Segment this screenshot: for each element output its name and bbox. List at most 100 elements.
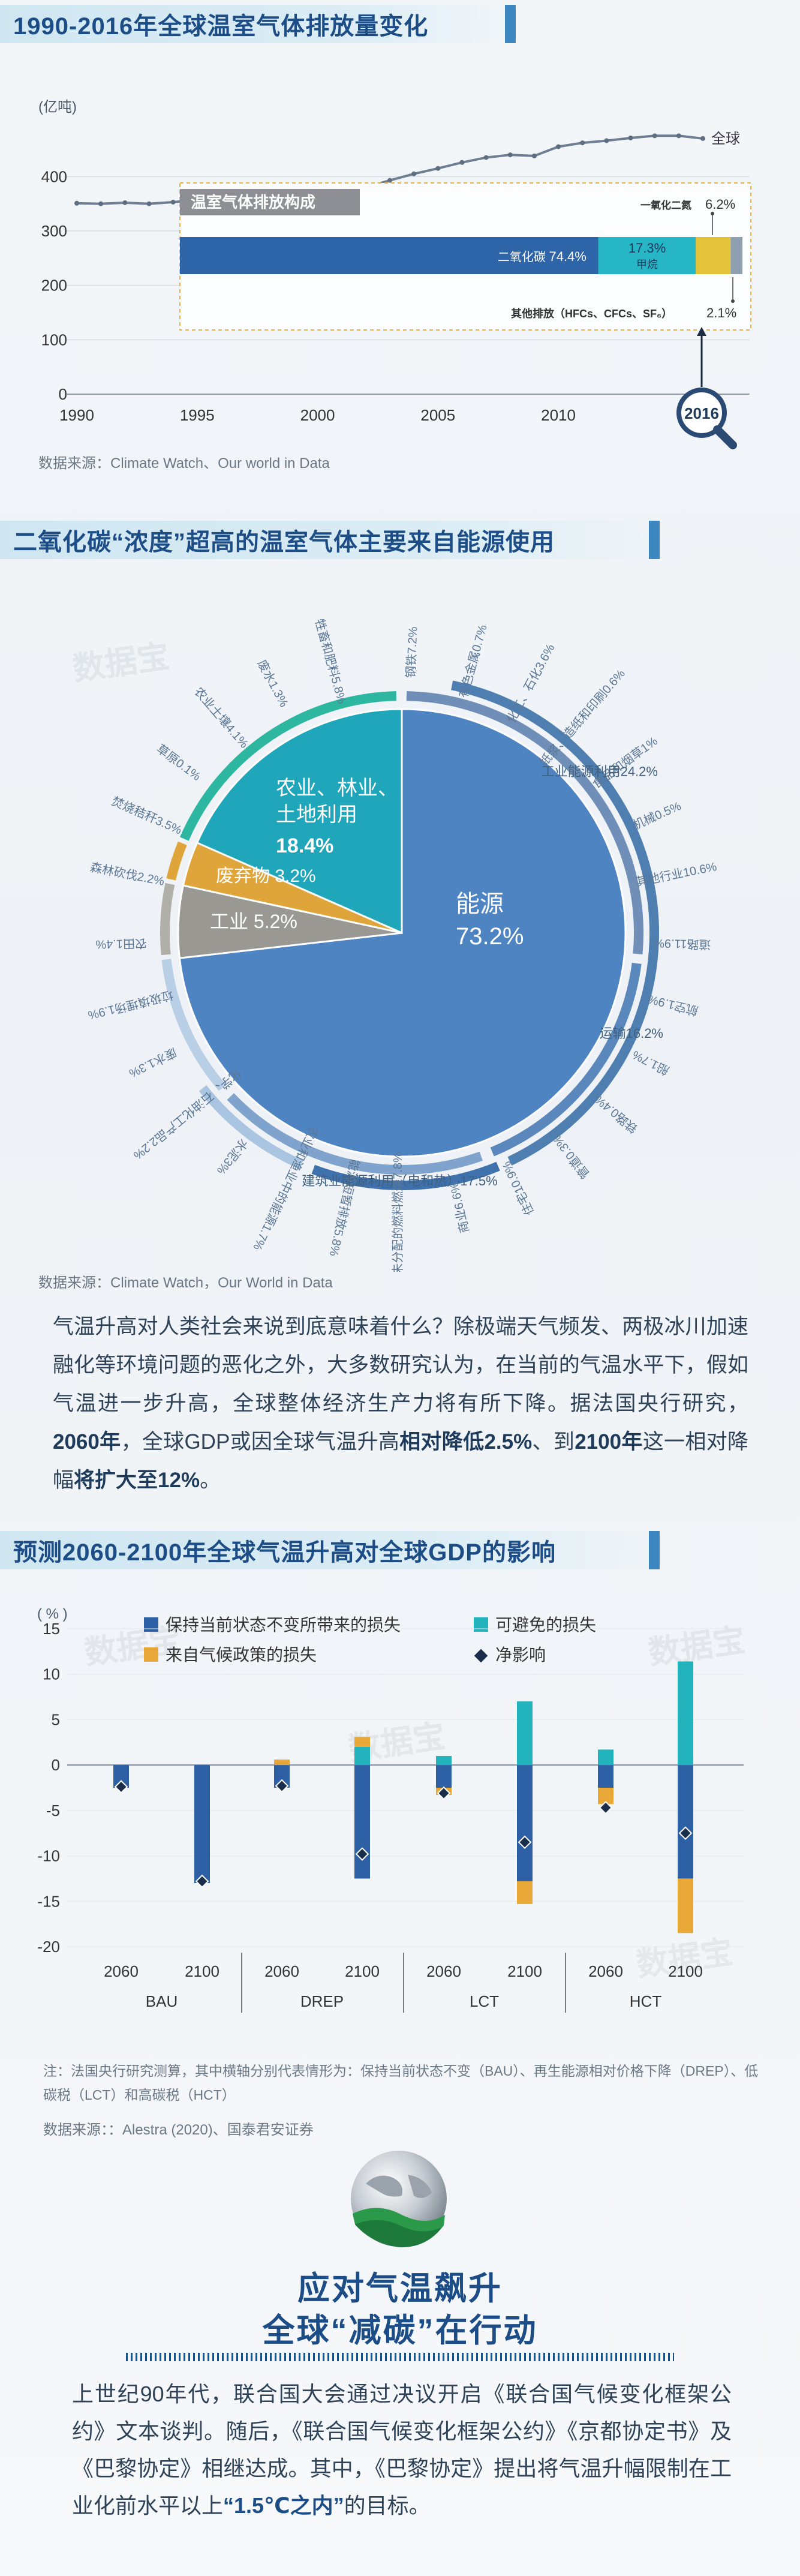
pie-mid-label: 建筑业能源利用（电和热）17.5% <box>302 1173 497 1188</box>
pie-outer-label: 废水1.3% <box>254 657 291 709</box>
pie-outer-label: 道路11.9% <box>654 936 711 951</box>
bar-current-loss <box>678 1765 693 1879</box>
x-tick-label: 1995 <box>180 406 215 424</box>
section2-source: 数据来源：Climate Watch，Our World in Data <box>38 1275 333 1291</box>
pie-slice <box>196 708 403 935</box>
bar-y-tick: -15 <box>37 1892 60 1910</box>
data-point <box>483 155 489 160</box>
impact-paragraph: 气温升高对人类社会来说到底意味着什么？除极端天气频发、两极冰川加速融化等环境问题… <box>53 1308 748 1500</box>
legend-marker <box>474 1649 488 1663</box>
bar-policy-loss <box>517 1881 533 1904</box>
legend-label: 净影响 <box>495 1646 546 1664</box>
bar-avoidable <box>436 1756 452 1766</box>
pie-outer-label: 钢铁7.2% <box>404 626 420 678</box>
bar-y-tick: 15 <box>43 1620 60 1638</box>
pie-ring-band <box>166 841 187 881</box>
magnifier-icon: 2016 <box>676 327 737 449</box>
data-point <box>170 199 176 205</box>
pie-outer-label: 废水1.3% <box>127 1045 179 1080</box>
y-tick-label: 400 <box>41 167 67 185</box>
bar-avoidable <box>598 1749 613 1766</box>
emissions-line-chart: (亿吨) 0 100 200 300 400 1990 1995 2000 2005 2010 20… <box>38 99 751 449</box>
x-tick-label: 2000 <box>300 406 335 424</box>
other-leader-dot <box>731 299 735 303</box>
header-accent <box>649 521 660 559</box>
decorative-divider <box>126 2353 674 2361</box>
bar-avoidable <box>354 1746 370 1766</box>
section4-paragraph: 上世纪90年代，联合国大会通过决议开启《联合国气候变化框架公约》文本谈判。随后，… <box>72 2376 732 2524</box>
bar-y-tick: -5 <box>46 1802 60 1820</box>
pie-mid-label: 工业能源利用24.2% <box>542 764 658 779</box>
bar-x-year: 2100 <box>507 1962 542 1980</box>
bar-current-loss <box>517 1765 533 1881</box>
y-tick-label: 300 <box>41 222 67 240</box>
pie-mid-label: 运输16.2% <box>600 1026 663 1041</box>
pie-outer-label: 水泥3% <box>214 1136 251 1178</box>
section3-source: 数据来源：：Alestra (2020)、国泰君安证券 <box>43 2122 314 2138</box>
pie-slice-label: 废弃物 3.2% <box>216 866 316 886</box>
data-point <box>507 152 513 158</box>
para-text: ，全球GDP或因全球气温升高 <box>121 1430 400 1454</box>
emissions-source-pie: 能源 73.2% 工业 5.2% 废弃物 3.2% 农业、林业、土地利用 18.4% 钢铁7… <box>86 617 718 1272</box>
bar-y-tick: 5 <box>52 1710 60 1728</box>
net-impact-marker <box>195 1874 209 1889</box>
bar-current-loss <box>354 1765 370 1879</box>
net-impact-marker <box>678 1826 693 1841</box>
para-bold-2100: 2100年 <box>575 1430 643 1454</box>
pie-ring-band <box>227 1093 483 1175</box>
x-tick-label: 2010 <box>541 406 576 424</box>
bar-y-tick: 0 <box>52 1756 60 1774</box>
bar-y-tick: -20 <box>37 1938 60 1956</box>
pie-outer-label: 垃圾填埋场1.9% <box>86 987 175 1022</box>
composition-segment <box>598 237 696 274</box>
y-tick-label: 100 <box>41 331 67 349</box>
net-impact-marker <box>518 1835 532 1850</box>
legend-swatch <box>144 1647 158 1662</box>
composition-segment <box>180 237 599 274</box>
pie-slice-label: 能源 <box>456 891 504 917</box>
para-text: 上世纪90年代，联合国大会通过决议开启《联合国气候变化框架公约》文本谈判。随后，… <box>72 2382 732 2518</box>
pie-outer-label: 农田1.4% <box>95 936 147 951</box>
pie-ring-band <box>180 691 397 841</box>
legend-label: 保持当前状态不变所带来的损失 <box>166 1616 401 1634</box>
data-point <box>122 200 128 205</box>
y-axis-unit: (亿吨) <box>38 99 77 115</box>
bar-current-loss <box>194 1765 210 1883</box>
legend-label: 来自气候政策的损失 <box>166 1646 317 1664</box>
section4-title-line2: 全球“减碳”在行动 <box>262 2313 538 2349</box>
bar-x-year: 2060 <box>426 1962 461 1980</box>
x-tick-label: 1990 <box>59 406 94 424</box>
bar-policy-loss <box>274 1760 290 1766</box>
section4-title-line1: 应对气温飙升 <box>297 2271 503 2307</box>
data-point <box>435 166 441 171</box>
pie-slice-label: 土地利用 <box>276 803 357 826</box>
data-point <box>652 133 657 139</box>
net-impact-marker <box>355 1847 369 1861</box>
pie-outer-label: 草原0.1% <box>154 742 204 784</box>
n2o-label: 一氧化二氮 <box>640 199 691 211</box>
pie-outer-label: 住宅10.9% <box>500 1159 537 1217</box>
bar-x-year: 2060 <box>588 1962 623 1980</box>
pie-outer-label: 船1.7% <box>630 1047 671 1077</box>
composition-segment <box>696 237 731 274</box>
bar-x-year: 2100 <box>668 1962 703 1980</box>
pie-slice-label: 工业 5.2% <box>210 911 297 932</box>
para-text: 。 <box>200 1469 221 1492</box>
y-tick-label: 0 <box>59 385 67 403</box>
bar-x-year: 2100 <box>185 1962 219 1980</box>
data-point <box>531 153 537 158</box>
section1-source: 数据来源：Climate Watch、Our world in Data <box>38 455 330 472</box>
para-bold-target: “1.5℃之内” <box>223 2493 344 2518</box>
bar-policy-loss <box>354 1737 370 1747</box>
para-text: 这一相对降幅 <box>53 1430 748 1492</box>
data-point <box>580 140 585 146</box>
pie-outer-label: 森林砍伐2.2% <box>89 860 166 888</box>
pie-outer-label: 商业6.6% <box>447 1181 472 1235</box>
pie-slice-value: 18.4% <box>276 834 333 857</box>
bar-x-group: LCT <box>470 1992 499 2010</box>
composition-inset: 温室气体排放构成 二氧化碳 74.4% 17.3% 甲烷 一氧化二氮 6.2% 其他排… <box>179 182 751 331</box>
bar-x-group: HCT <box>630 1992 662 2010</box>
legend-swatch <box>144 1617 158 1632</box>
composition-label: 甲烷 <box>636 259 658 271</box>
section2-header: 二氧化碳“浓度”超高的温室气体主要来自能源使用 <box>0 521 660 559</box>
